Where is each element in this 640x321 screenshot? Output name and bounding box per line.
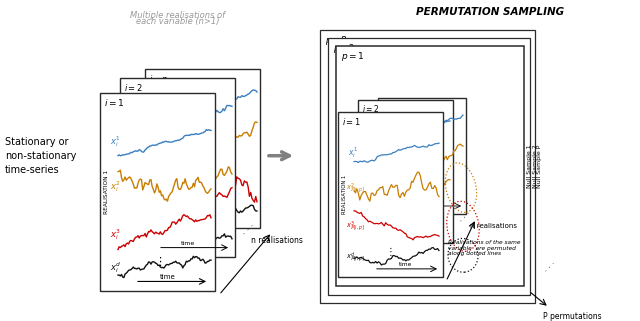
Text: P permutations: P permutations	[543, 312, 602, 321]
Text: $p = 1$: $p = 1$	[341, 50, 365, 63]
Text: $i = 2$: $i = 2$	[124, 82, 143, 93]
Text: Realisations of the same
variable  are permuted
along dotted lines: Realisations of the same variable are pe…	[448, 240, 520, 256]
Text: · · ·: · · ·	[458, 210, 474, 225]
Bar	[338, 112, 443, 277]
Text: Null Sample 2: Null Sample 2	[532, 144, 538, 188]
Text: time: time	[399, 262, 413, 267]
Text: $i = n$: $i = n$	[149, 73, 168, 83]
Text: n realisations: n realisations	[251, 236, 303, 245]
Text: $x_i^2$: $x_i^2$	[110, 179, 121, 194]
Text: $x^d_{\mathcal{P}[i,p]}$: $x^d_{\mathcal{P}[i,p]}$	[346, 250, 365, 264]
Text: $i = 1$: $i = 1$	[104, 97, 125, 108]
Bar	[378, 98, 466, 214]
Text: Null Sample P: Null Sample P	[538, 145, 543, 188]
Text: $x_i^3$: $x_i^3$	[110, 228, 121, 242]
Text: each variable (n>1): each variable (n>1)	[136, 17, 220, 26]
Bar	[100, 93, 215, 291]
Bar	[145, 69, 260, 228]
Text: time: time	[429, 199, 442, 204]
Text: REALISATION 1: REALISATION 1	[104, 170, 109, 214]
Text: Null Sample 1: Null Sample 1	[527, 144, 531, 188]
Text: $i = n$: $i = n$	[382, 101, 400, 113]
Text: · · ·: · · ·	[543, 260, 559, 276]
Bar	[320, 30, 535, 303]
Text: ⋮: ⋮	[154, 257, 166, 267]
Text: · · ·: · · ·	[241, 221, 257, 238]
Bar	[358, 100, 453, 243]
Text: $x_i^1$: $x_i^1$	[348, 145, 358, 160]
Text: $x^3_{\mathcal{P}[i,p]}$: $x^3_{\mathcal{P}[i,p]}$	[346, 219, 365, 233]
Text: ⋮: ⋮	[385, 247, 395, 257]
Text: time: time	[181, 241, 195, 246]
Text: n realisations: n realisations	[470, 223, 517, 230]
Text: Stationary or
non-stationary
time-series: Stationary or non-stationary time-series	[5, 137, 76, 175]
Text: PERMUTATION SAMPLING: PERMUTATION SAMPLING	[416, 7, 564, 17]
Text: $p = 2$: $p = 2$	[333, 42, 355, 55]
Text: $i = 2$: $i = 2$	[362, 103, 380, 115]
Bar	[120, 78, 235, 257]
Text: $x_i^1$: $x_i^1$	[110, 134, 121, 149]
Bar	[328, 38, 530, 295]
Bar	[336, 47, 524, 286]
Text: $x_i^d$: $x_i^d$	[110, 260, 122, 275]
Text: $p = P$: $p = P$	[325, 34, 348, 47]
Text: REALISATION 1: REALISATION 1	[342, 175, 346, 214]
Text: time: time	[160, 273, 176, 280]
Text: $x^2_{\mathcal{P}[i,p]}$: $x^2_{\mathcal{P}[i,p]}$	[346, 181, 365, 195]
Text: $i = 1$: $i = 1$	[342, 116, 361, 127]
Text: Multiple realisations of: Multiple realisations of	[131, 11, 225, 20]
